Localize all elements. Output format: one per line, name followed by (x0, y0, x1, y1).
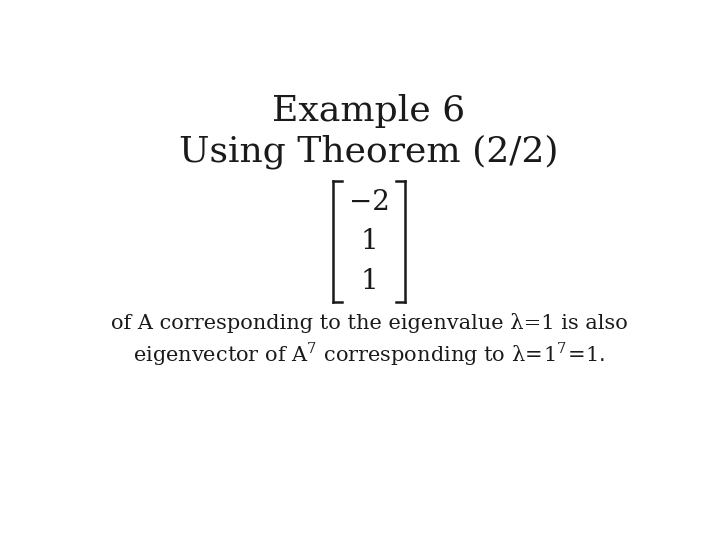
Text: eigenvector of $\mathregular{A}^{\mathregular{7}}$ corresponding to $\mathregula: eigenvector of $\mathregular{A}^{\mathre… (133, 340, 605, 368)
Text: of A corresponding to the eigenvalue λ=1 is also: of A corresponding to the eigenvalue λ=1… (111, 313, 627, 333)
Text: 1: 1 (360, 228, 378, 255)
Text: 1: 1 (360, 267, 378, 294)
Text: −2: −2 (348, 188, 390, 215)
Text: Example 6
Using Theorem (2/2): Example 6 Using Theorem (2/2) (179, 94, 559, 169)
